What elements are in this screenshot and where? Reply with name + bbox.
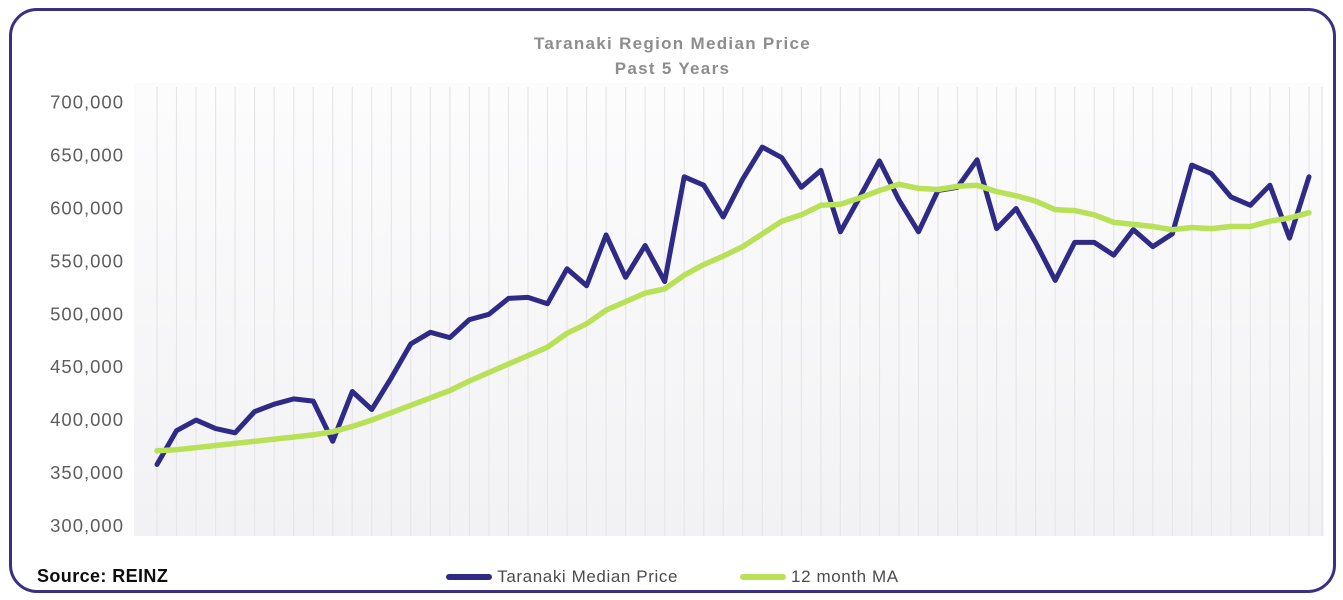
y-axis-tick-label: 600,000 — [50, 198, 124, 219]
legend-item-price: Taranaki Median Price — [446, 567, 678, 587]
ma-line-label: 12 month MA — [791, 567, 899, 586]
source-label: Source: REINZ — [37, 566, 169, 586]
legend-item-ma: 12 month MA — [740, 567, 899, 587]
price-line-swatch — [446, 574, 493, 580]
y-axis-tick-label: 300,000 — [50, 515, 124, 536]
legend: Taranaki Median Price 12 month MA — [12, 567, 1333, 587]
y-axis-tick-label: 650,000 — [50, 145, 124, 166]
y-axis-tick-label: 400,000 — [50, 409, 124, 430]
plot-area — [134, 83, 1324, 536]
ma-line-swatch — [740, 574, 787, 580]
chart-title-block: Taranaki Region Median Price Past 5 Year… — [12, 31, 1333, 81]
chart-subtitle: Past 5 Years — [614, 59, 731, 78]
chart-card: 700,000 650,000 600,000 550,000 500,000 450,0… — [9, 8, 1336, 593]
y-axis-tick-label: 550,000 — [50, 250, 124, 271]
y-axis-tick-label: 500,000 — [50, 303, 124, 324]
y-axis-tick-label: 700,000 — [50, 92, 124, 113]
chart-canvas: 700,000 650,000 600,000 550,000 500,000 450,0… — [50, 83, 1324, 536]
y-axis-tick-label: 450,000 — [50, 356, 124, 377]
ma-line — [154, 181, 1312, 454]
price-line — [154, 144, 1312, 467]
chart-title: Taranaki Region Median Price — [534, 34, 811, 53]
y-axis-tick-label: 350,000 — [50, 462, 124, 483]
price-line-label: Taranaki Median Price — [497, 567, 679, 586]
